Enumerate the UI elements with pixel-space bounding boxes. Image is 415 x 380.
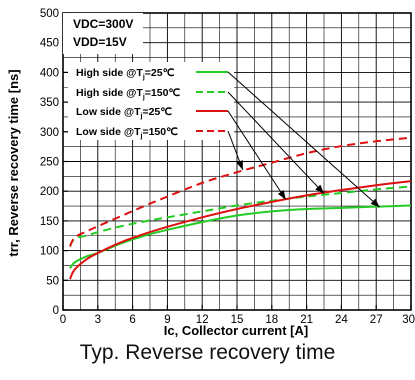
x-tick-label: 0 [60,314,66,326]
arrow-head-4 [236,160,243,170]
y-tick-label: 250 [40,157,59,169]
legend-box [68,62,234,140]
x-tick-label: 9 [164,314,170,326]
y-tick-label: 50 [46,275,59,287]
y-tick-label: 100 [40,246,59,258]
arrow-head-3 [277,190,286,200]
y-tick-label: 0 [53,305,59,317]
legend-label-2: High side @Tj=150℃ [76,87,180,101]
legend-label-4: Low side @Tj=150℃ [76,126,178,140]
series-lines [69,136,411,280]
x-tick-label: 27 [370,314,383,326]
series-line-4 [69,136,411,247]
y-tick-labels: 0 50 100 150 200 250 300 350 400 450 500 [40,8,59,317]
annotation-box [63,13,143,54]
x-tick-label: 24 [335,314,348,326]
arrow-head-2 [315,184,324,194]
arrow-line-1 [227,71,381,208]
condition-vdc: VDC=300V [73,17,133,31]
x-tick-labels: 0 3 6 9 12 15 18 21 24 27 30 [60,314,415,326]
legend-arrows [227,71,381,208]
x-tick-label: 21 [300,314,313,326]
y-axis-label: trr, Reverse recovery time [ns] [6,69,21,256]
x-tick-label: 6 [129,314,135,326]
condition-vdd: VDD=15V [73,35,127,49]
arrow-line-2 [227,91,325,194]
x-tick-label: 18 [265,314,278,326]
y-tick-label: 150 [40,216,59,228]
y-tick-label: 500 [40,8,59,20]
arrow-line-3 [227,110,287,200]
series-line-3 [69,180,411,280]
legend-label-3: Low side @Tj=25℃ [76,106,172,120]
y-tick-label: 450 [40,38,59,50]
y-tick-label: 400 [40,67,59,79]
x-axis-label: Ic, Collector current [A] [164,323,308,338]
x-tick-label: 30 [402,314,415,326]
series-line-1 [69,204,411,270]
y-tick-label: 300 [40,127,59,139]
legend-label-1: High side @Tj=25℃ [76,67,175,81]
x-tick-label: 15 [231,314,244,326]
legend: High side @Tj=25℃ High side @Tj=150℃ Low s… [76,67,228,140]
x-tick-label: 3 [95,314,101,326]
arrow-head-1 [370,198,380,208]
series-line-2 [69,185,411,247]
grid [63,13,411,310]
y-tick-label: 200 [40,186,59,198]
chart-caption: Typ. Reverse recovery time [79,341,336,364]
y-tick-label: 350 [40,97,59,109]
x-tick-label: 12 [196,314,209,326]
